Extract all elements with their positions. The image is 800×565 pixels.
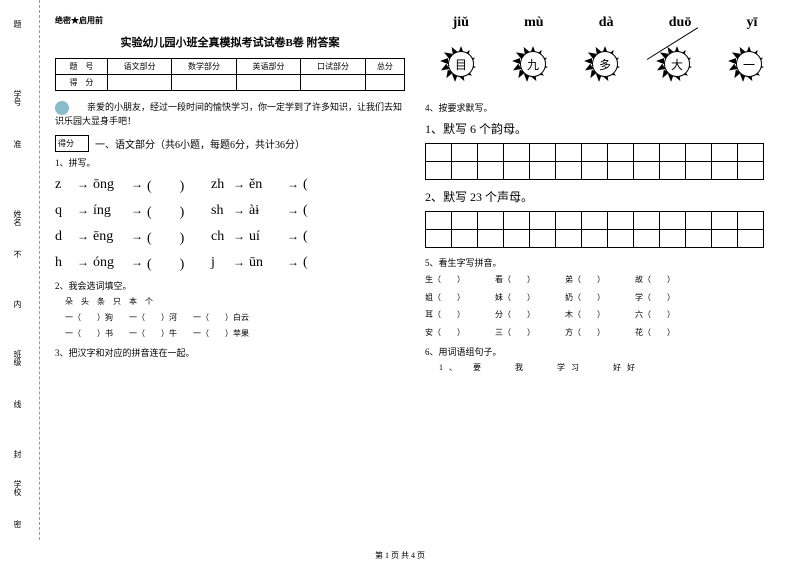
confidential-label: 绝密★启用前 — [55, 15, 405, 26]
q4-label: 4、按要求默写。 — [425, 101, 785, 114]
th: 题 号 — [56, 59, 108, 75]
td: 得 分 — [56, 75, 108, 91]
th: 语文部分 — [107, 59, 171, 75]
td[interactable] — [172, 75, 236, 91]
th: 口试部分 — [301, 59, 365, 75]
margin-lbl: 不 — [12, 250, 23, 258]
margin-lbl: 密 — [12, 520, 23, 528]
pinyin-row[interactable]: h→óng→( ) j→ūn→( — [55, 253, 405, 273]
pinyin: jiǔ — [453, 15, 469, 31]
pinyin-row[interactable]: d→ēng→( ) ch→uí→( — [55, 227, 405, 247]
margin-lbl: 学校 — [12, 480, 23, 496]
q4-sub2: 2、默写 23 个声母。 — [425, 188, 785, 205]
sun-row: 目九多大一 — [425, 39, 785, 89]
th: 英语部分 — [236, 59, 300, 75]
td[interactable] — [365, 75, 404, 91]
child-icon — [55, 101, 69, 115]
q1-label: 1、拼写。 — [55, 156, 405, 169]
q2-label: 2、我会选词填空。 — [55, 279, 405, 292]
q6-label: 6、用词语组句子。 — [425, 345, 785, 358]
q2-line[interactable]: 一（ ）狗 一（ ）河 一（ ）白云 — [65, 310, 405, 326]
score-box[interactable]: 得分 — [55, 135, 89, 152]
margin-lbl: 题 — [12, 20, 23, 28]
q2-line[interactable]: 一（ ）书 一（ ）牛 一（ ）苹果 — [65, 326, 405, 342]
intro-text: 亲爱的小朋友，经过一段时间的愉快学习，你一定学到了许多知识，让我们去知识乐园大显… — [55, 101, 405, 129]
sun-icon[interactable]: 大 — [652, 39, 702, 89]
score-table: 题 号 语文部分 数学部分 英语部分 口试部分 总分 得 分 — [55, 58, 405, 91]
pinyin: duō — [669, 15, 692, 31]
sun-icon[interactable]: 一 — [724, 39, 774, 89]
margin-lbl: 班级 — [12, 350, 23, 366]
grid-23-initials[interactable] — [425, 211, 764, 248]
exam-title: 实验幼儿园小班全真模拟考试试卷B卷 附答案 — [55, 34, 405, 50]
grid-6-finals[interactable] — [425, 143, 764, 180]
pinyin: mù — [524, 15, 543, 31]
q2-words: 朵 头 条 只 本 个 — [65, 294, 405, 310]
margin-lbl: 线 — [12, 400, 23, 408]
th: 总分 — [365, 59, 404, 75]
margin-lbl: 内 — [12, 300, 23, 308]
sun-icon[interactable]: 目 — [436, 39, 486, 89]
td[interactable] — [236, 75, 300, 91]
sun-icon[interactable]: 九 — [508, 39, 558, 89]
right-column: jiǔ mù dà duō yī 目九多大一 4、按要求默写。 1、默写 6 个… — [415, 0, 800, 540]
pinyin: dà — [599, 15, 614, 31]
pinyin-row[interactable]: q→íng→( ) sh→àɨ→( — [55, 201, 405, 221]
margin-lbl: 准 — [12, 140, 23, 148]
td[interactable] — [301, 75, 365, 91]
margin-lbl: 姓名 — [12, 210, 23, 226]
th: 数学部分 — [172, 59, 236, 75]
sun-icon[interactable]: 多 — [580, 39, 630, 89]
q4-sub1: 1、默写 6 个韵母。 — [425, 120, 785, 137]
left-column: 绝密★启用前 实验幼儿园小班全真模拟考试试卷B卷 附答案 题 号 语文部分 数学… — [40, 0, 415, 540]
section-1-title: 得分 一、语文部分（共6小题，每题6分，共计36分） — [55, 135, 405, 152]
q6-sentence[interactable]: 1、 要 我 学习 好好 — [439, 362, 785, 373]
pinyin-labels: jiǔ mù dà duō yī — [425, 15, 785, 31]
pinyin: yī — [747, 15, 758, 31]
q3-label: 3、把汉字和对应的拼音连在一起。 — [55, 346, 405, 359]
margin-lbl: 封 — [12, 450, 23, 458]
binding-margin: 题 学号 准 姓名 不 内 班级 线 封 学校 密 — [0, 0, 40, 540]
margin-lbl: 学号 — [12, 90, 23, 106]
td[interactable] — [107, 75, 171, 91]
page-footer: 第 1 页 共 4 页 — [0, 550, 800, 561]
q5-label: 5、看生字写拼音。 — [425, 256, 785, 269]
pinyin-row[interactable]: z→ōng→( ) zh→ěn→( — [55, 175, 405, 195]
char-pinyin-grid[interactable]: 生（ ）看（ ）弟（ ）故（ ）姐（ ）妹（ ）奶（ ）学（ ）耳（ ）分（ ）… — [425, 271, 785, 341]
